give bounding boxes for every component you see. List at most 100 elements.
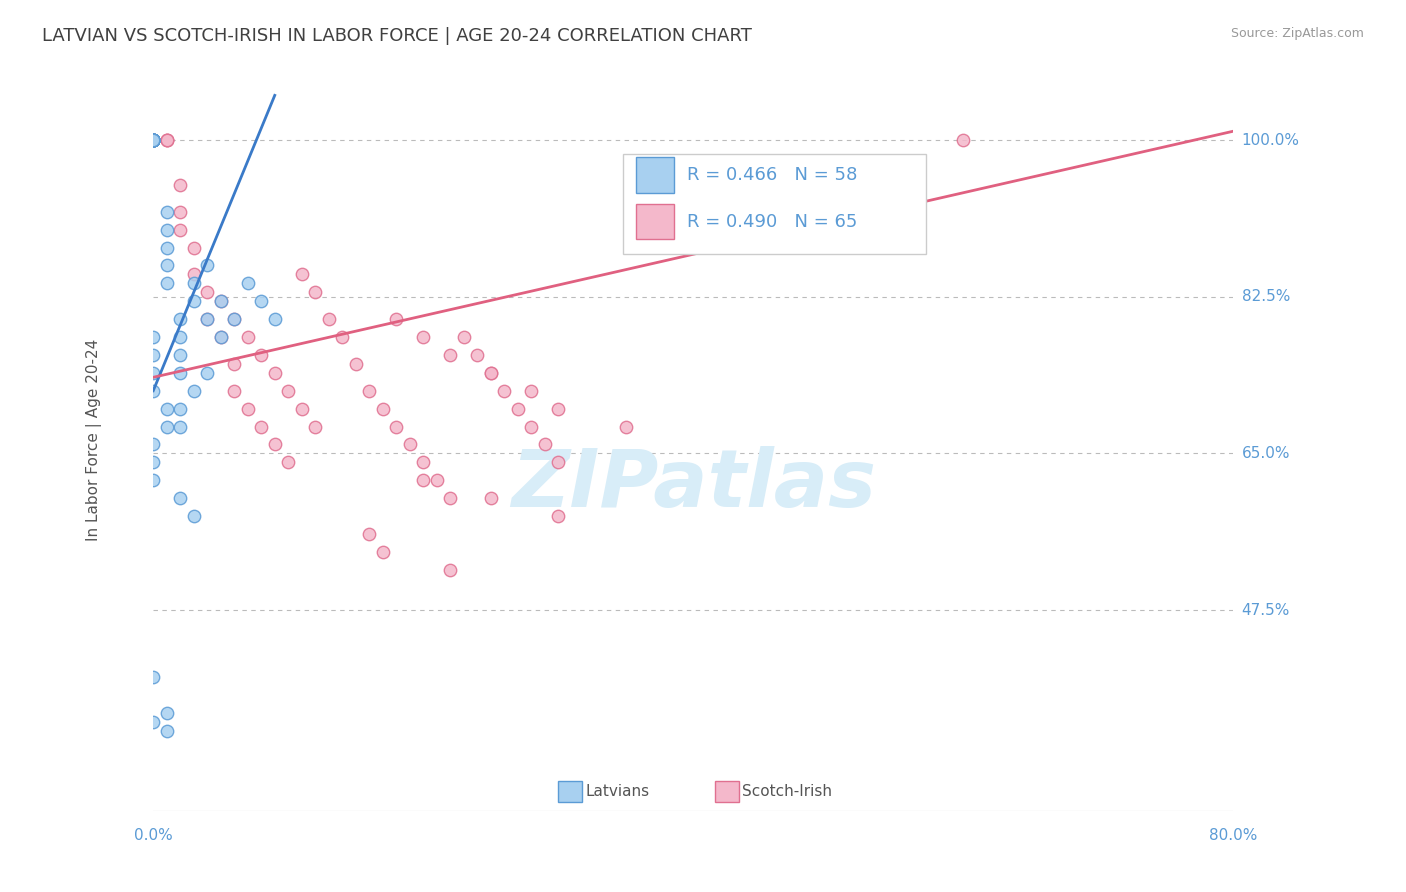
Point: [209, 330, 232, 344]
Point: [385, 312, 408, 326]
Point: [142, 133, 165, 147]
Point: [371, 401, 394, 416]
Point: [479, 366, 502, 380]
Point: [250, 419, 273, 434]
Point: [520, 419, 543, 434]
Text: 47.5%: 47.5%: [1241, 602, 1289, 617]
Point: [412, 455, 434, 469]
Point: [398, 437, 420, 451]
Point: [479, 491, 502, 505]
Point: [142, 348, 165, 362]
Point: [142, 133, 165, 147]
Point: [224, 384, 246, 398]
Point: [142, 133, 165, 147]
Point: [183, 277, 205, 291]
Point: [547, 455, 569, 469]
Text: R = 0.466   N = 58: R = 0.466 N = 58: [688, 166, 858, 184]
Point: [169, 330, 191, 344]
Text: 65.0%: 65.0%: [1241, 446, 1291, 461]
Point: [291, 268, 314, 282]
Point: [142, 437, 165, 451]
Text: ZIPatlas: ZIPatlas: [510, 445, 876, 524]
Point: [547, 401, 569, 416]
FancyBboxPatch shape: [636, 157, 673, 193]
Point: [209, 294, 232, 309]
Point: [318, 312, 340, 326]
Point: [142, 133, 165, 147]
Point: [385, 419, 408, 434]
Point: [142, 330, 165, 344]
Point: [263, 366, 285, 380]
Point: [224, 357, 246, 371]
Point: [156, 222, 179, 236]
Point: [156, 204, 179, 219]
Point: [236, 277, 259, 291]
Point: [142, 473, 165, 487]
Point: [236, 401, 259, 416]
Point: [142, 133, 165, 147]
Point: [142, 133, 165, 147]
Text: 82.5%: 82.5%: [1241, 289, 1289, 304]
Point: [169, 222, 191, 236]
Point: [142, 133, 165, 147]
Point: [142, 133, 165, 147]
Point: [412, 473, 434, 487]
Point: [224, 312, 246, 326]
Point: [169, 491, 191, 505]
Point: [304, 285, 326, 300]
Text: 0.0%: 0.0%: [134, 828, 173, 843]
Point: [479, 366, 502, 380]
Point: [183, 384, 205, 398]
Point: [330, 330, 353, 344]
Point: [224, 312, 246, 326]
Point: [195, 366, 218, 380]
Point: [156, 133, 179, 147]
Point: [156, 259, 179, 273]
Point: [183, 241, 205, 255]
Point: [142, 133, 165, 147]
Point: [277, 455, 299, 469]
Point: [453, 330, 475, 344]
Text: Source: ZipAtlas.com: Source: ZipAtlas.com: [1230, 27, 1364, 40]
Text: 80.0%: 80.0%: [1209, 828, 1257, 843]
Point: [142, 133, 165, 147]
Point: [156, 706, 179, 720]
Point: [142, 133, 165, 147]
Point: [142, 133, 165, 147]
Point: [439, 491, 461, 505]
Point: [169, 312, 191, 326]
Point: [359, 527, 381, 541]
Point: [209, 294, 232, 309]
Point: [209, 330, 232, 344]
Point: [156, 723, 179, 738]
Point: [156, 133, 179, 147]
Point: [142, 133, 165, 147]
Point: [142, 133, 165, 147]
Point: [533, 437, 555, 451]
Text: 100.0%: 100.0%: [1241, 133, 1299, 147]
Point: [142, 670, 165, 684]
Point: [142, 133, 165, 147]
Text: Latvians: Latvians: [585, 784, 650, 799]
Point: [142, 133, 165, 147]
Point: [142, 714, 165, 729]
Point: [195, 259, 218, 273]
Point: [277, 384, 299, 398]
Point: [291, 401, 314, 416]
Point: [156, 277, 179, 291]
Point: [439, 348, 461, 362]
Point: [142, 133, 165, 147]
Point: [506, 401, 529, 416]
Point: [169, 401, 191, 416]
Point: [142, 133, 165, 147]
Point: [520, 384, 543, 398]
Point: [547, 509, 569, 524]
Point: [169, 419, 191, 434]
Point: [263, 312, 285, 326]
Point: [156, 419, 179, 434]
Point: [142, 133, 165, 147]
Point: [142, 133, 165, 147]
Point: [426, 473, 449, 487]
Point: [169, 366, 191, 380]
Point: [142, 133, 165, 147]
